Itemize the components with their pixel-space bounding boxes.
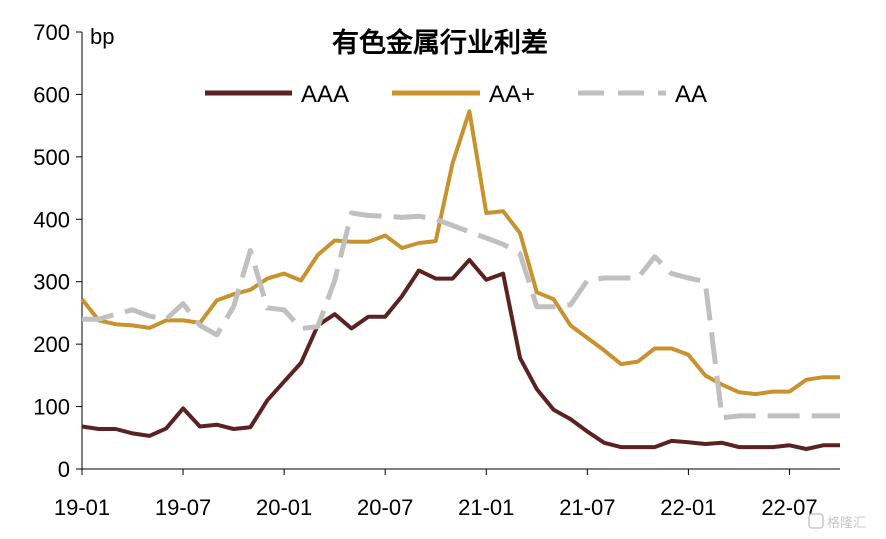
legend-label: AA+ <box>489 81 535 108</box>
series-line-aa <box>82 210 840 421</box>
y-axis: 0 100 200 300 400 500 600 700 <box>33 20 83 482</box>
x-tick-label: 21-01 <box>458 495 514 520</box>
y-tick-label: 700 <box>33 20 70 45</box>
series-line-aaa <box>81 257 840 451</box>
y-tick-label: 300 <box>33 270 70 295</box>
watermark-text: 格隆汇 <box>827 515 866 531</box>
x-tick-label: 19-01 <box>54 495 110 520</box>
x-tick-label: 21-07 <box>559 495 615 520</box>
watermark-logo-icon <box>808 513 824 529</box>
y-tick-label: 200 <box>33 332 70 357</box>
legend-label: AAA <box>301 81 349 108</box>
x-tick-label: 20-07 <box>357 495 413 520</box>
x-tick-label: 20-01 <box>256 495 312 520</box>
series-line-aa-plus <box>80 109 840 397</box>
x-tick-label: 22-01 <box>660 495 716 520</box>
series-group <box>80 109 840 451</box>
y-tick-label: 400 <box>33 207 70 232</box>
y-tick-label: 0 <box>58 457 70 482</box>
x-tick-label: 19-07 <box>155 495 211 520</box>
watermark: 格隆汇 <box>808 513 866 531</box>
x-tick-label: 22-07 <box>761 495 817 520</box>
chart-title: 有色金属行业利差 <box>332 27 548 59</box>
legend: AAA AA+ AA <box>205 81 707 108</box>
legend-label: AA <box>675 81 707 108</box>
x-axis: 19-01 19-07 20-01 20-07 21-01 21-07 22-01 22-07 <box>54 468 840 520</box>
y-tick-label: 500 <box>33 145 70 170</box>
y-tick-label: 600 <box>33 82 70 107</box>
y-tick-label: 100 <box>33 395 70 420</box>
y-axis-unit-label: bp <box>90 24 114 49</box>
